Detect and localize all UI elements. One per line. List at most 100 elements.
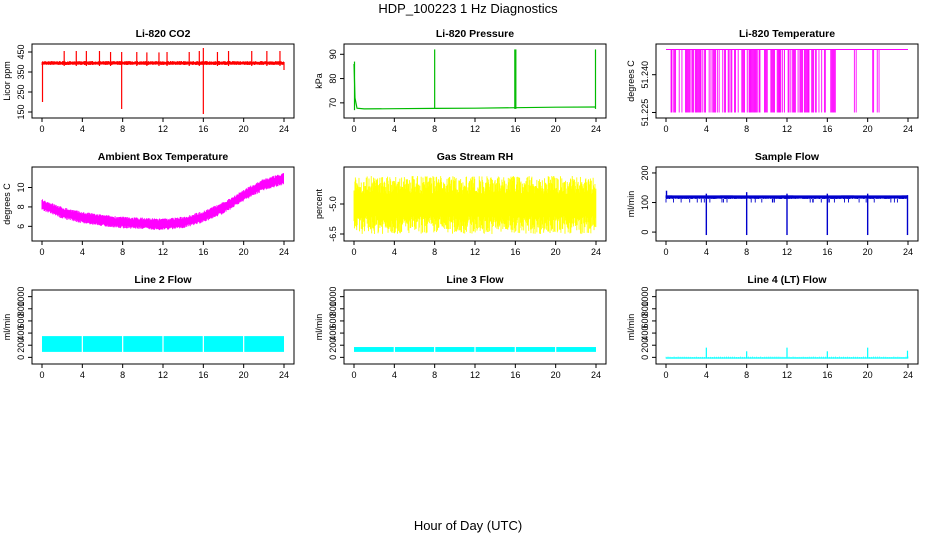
x-tick-label: 0 — [351, 247, 356, 257]
x-tick-label: 8 — [120, 370, 125, 380]
panel-3: Ambient Box Temperature degrees C 0 4 8 12 16 2… — [2, 151, 295, 257]
y-tick-label: 90 — [328, 49, 338, 59]
y-tick-label: 0 — [16, 355, 26, 360]
x-tick-label: 4 — [704, 124, 709, 134]
x-tick-label: 16 — [198, 370, 208, 380]
y-tick-label: 200 — [640, 165, 650, 180]
y-tick-label: 400 — [16, 326, 26, 341]
data-layer — [665, 347, 909, 359]
x-tick-label: 16 — [822, 370, 832, 380]
panel-title: Li-820 Temperature — [739, 28, 835, 40]
x-tick-label: 24 — [591, 370, 601, 380]
data-layer — [666, 49, 908, 113]
x-tick-label: 0 — [351, 370, 356, 380]
panel-title: Li-820 CO2 — [136, 28, 191, 40]
y-tick-label: 200 — [16, 338, 26, 353]
panel-title: Line 3 Flow — [446, 274, 504, 286]
x-tick-label: 12 — [782, 370, 792, 380]
panel-title: Gas Stream RH — [437, 151, 513, 163]
x-tick-label: 0 — [39, 247, 44, 257]
x-tick-label: 8 — [744, 247, 749, 257]
data-layer — [353, 49, 597, 111]
y-tick-label: 10 — [16, 182, 26, 192]
y-tick-label: 400 — [640, 326, 650, 341]
x-tick-label: 0 — [663, 247, 668, 257]
data-layer — [42, 335, 284, 354]
x-tick-label: 12 — [470, 124, 480, 134]
y-tick-label: 1000 — [640, 287, 650, 307]
main-title: HDP_100223 1 Hz Diagnostics — [378, 1, 558, 16]
x-tick-label: 12 — [158, 370, 168, 380]
panel-title: Sample Flow — [755, 151, 820, 163]
x-tick-label: 12 — [158, 124, 168, 134]
y-tick-label: 70 — [328, 98, 338, 108]
y-tick-label: 6 — [16, 224, 26, 229]
x-tick-label: 8 — [432, 247, 437, 257]
y-tick-label: 200 — [640, 338, 650, 353]
y-axis-label: ml/min — [626, 314, 636, 341]
x-tick-label: 16 — [822, 124, 832, 134]
y-tick-label: -5.0 — [328, 196, 338, 212]
x-tick-label: 16 — [510, 370, 520, 380]
y-tick-label: 250 — [16, 84, 26, 99]
x-tick-label: 24 — [903, 247, 913, 257]
y-tick-label: 800 — [640, 301, 650, 316]
y-axis-label: degrees C — [2, 183, 12, 225]
x-tick-label: 24 — [279, 370, 289, 380]
x-tick-label: 24 — [591, 247, 601, 257]
x-tick-label: 20 — [239, 124, 249, 134]
x-tick-label: 24 — [591, 124, 601, 134]
y-tick-label: 1000 — [16, 287, 26, 307]
data-layer — [353, 176, 597, 234]
y-tick-label: 0 — [640, 355, 650, 360]
y-tick-label: 0 — [328, 355, 338, 360]
panel-0: Li-820 CO2 Licor ppm 0 4 8 12 16 20 24 150 250 350 4… — [2, 28, 295, 134]
y-tick-label: 80 — [328, 74, 338, 84]
x-tick-label: 16 — [510, 247, 520, 257]
x-tick-label: 4 — [80, 124, 85, 134]
y-axis-label: ml/min — [2, 314, 12, 341]
data-layer — [41, 48, 285, 114]
x-tick-label: 20 — [239, 247, 249, 257]
panel-title: Ambient Box Temperature — [98, 151, 229, 163]
data-layer — [665, 190, 909, 236]
y-tick-label: 0 — [640, 230, 650, 235]
x-tick-label: 16 — [198, 247, 208, 257]
common-x-axis-label: Hour of Day (UTC) — [413, 518, 523, 533]
x-tick-label: 4 — [392, 247, 397, 257]
panel-6: Line 2 Flow ml/min 0 4 8 12 16 20 24 0 20040060080… — [2, 274, 295, 380]
panel-1: Li-820 Pressure kPa 0 4 8 12 16 20 24 70 80 90 — [314, 28, 607, 134]
x-tick-label: 8 — [432, 370, 437, 380]
y-tick-label: 350 — [16, 64, 26, 79]
x-tick-label: 8 — [120, 247, 125, 257]
panel-5: Sample Flow ml/min 0 4 8 12 16 20 24 0 100 200 — [626, 151, 919, 257]
x-tick-label: 0 — [351, 124, 356, 134]
x-tick-label: 16 — [198, 124, 208, 134]
x-tick-label: 12 — [470, 370, 480, 380]
y-tick-label: 600 — [640, 313, 650, 328]
x-tick-label: 24 — [279, 247, 289, 257]
x-tick-label: 0 — [39, 124, 44, 134]
x-tick-label: 20 — [551, 124, 561, 134]
x-tick-label: 4 — [392, 124, 397, 134]
x-tick-label: 20 — [863, 247, 873, 257]
y-tick-label: 100 — [640, 195, 650, 210]
plot-frame — [31, 43, 295, 119]
x-tick-label: 8 — [120, 124, 125, 134]
plot-frame — [31, 166, 295, 242]
y-tick-label: 800 — [328, 301, 338, 316]
y-tick-label: 450 — [16, 44, 26, 59]
y-axis-label: Licor ppm — [2, 61, 12, 101]
panel-title: Li-820 Pressure — [436, 28, 514, 40]
y-axis-label: percent — [314, 188, 324, 219]
panel-7: Line 3 Flow ml/min 0 4 8 12 16 20 24 0 20040060080… — [314, 274, 607, 380]
x-tick-label: 20 — [551, 370, 561, 380]
x-tick-label: 20 — [551, 247, 561, 257]
y-tick-label: 51.225 — [640, 99, 650, 127]
x-tick-label: 0 — [663, 370, 668, 380]
x-tick-label: 0 — [39, 370, 44, 380]
panel-8: Line 4 (LT) Flow ml/min 0 4 8 12 16 20 24 0 200400… — [626, 274, 919, 380]
y-tick-label: 8 — [16, 204, 26, 209]
y-axis-label: degrees C — [626, 60, 636, 102]
